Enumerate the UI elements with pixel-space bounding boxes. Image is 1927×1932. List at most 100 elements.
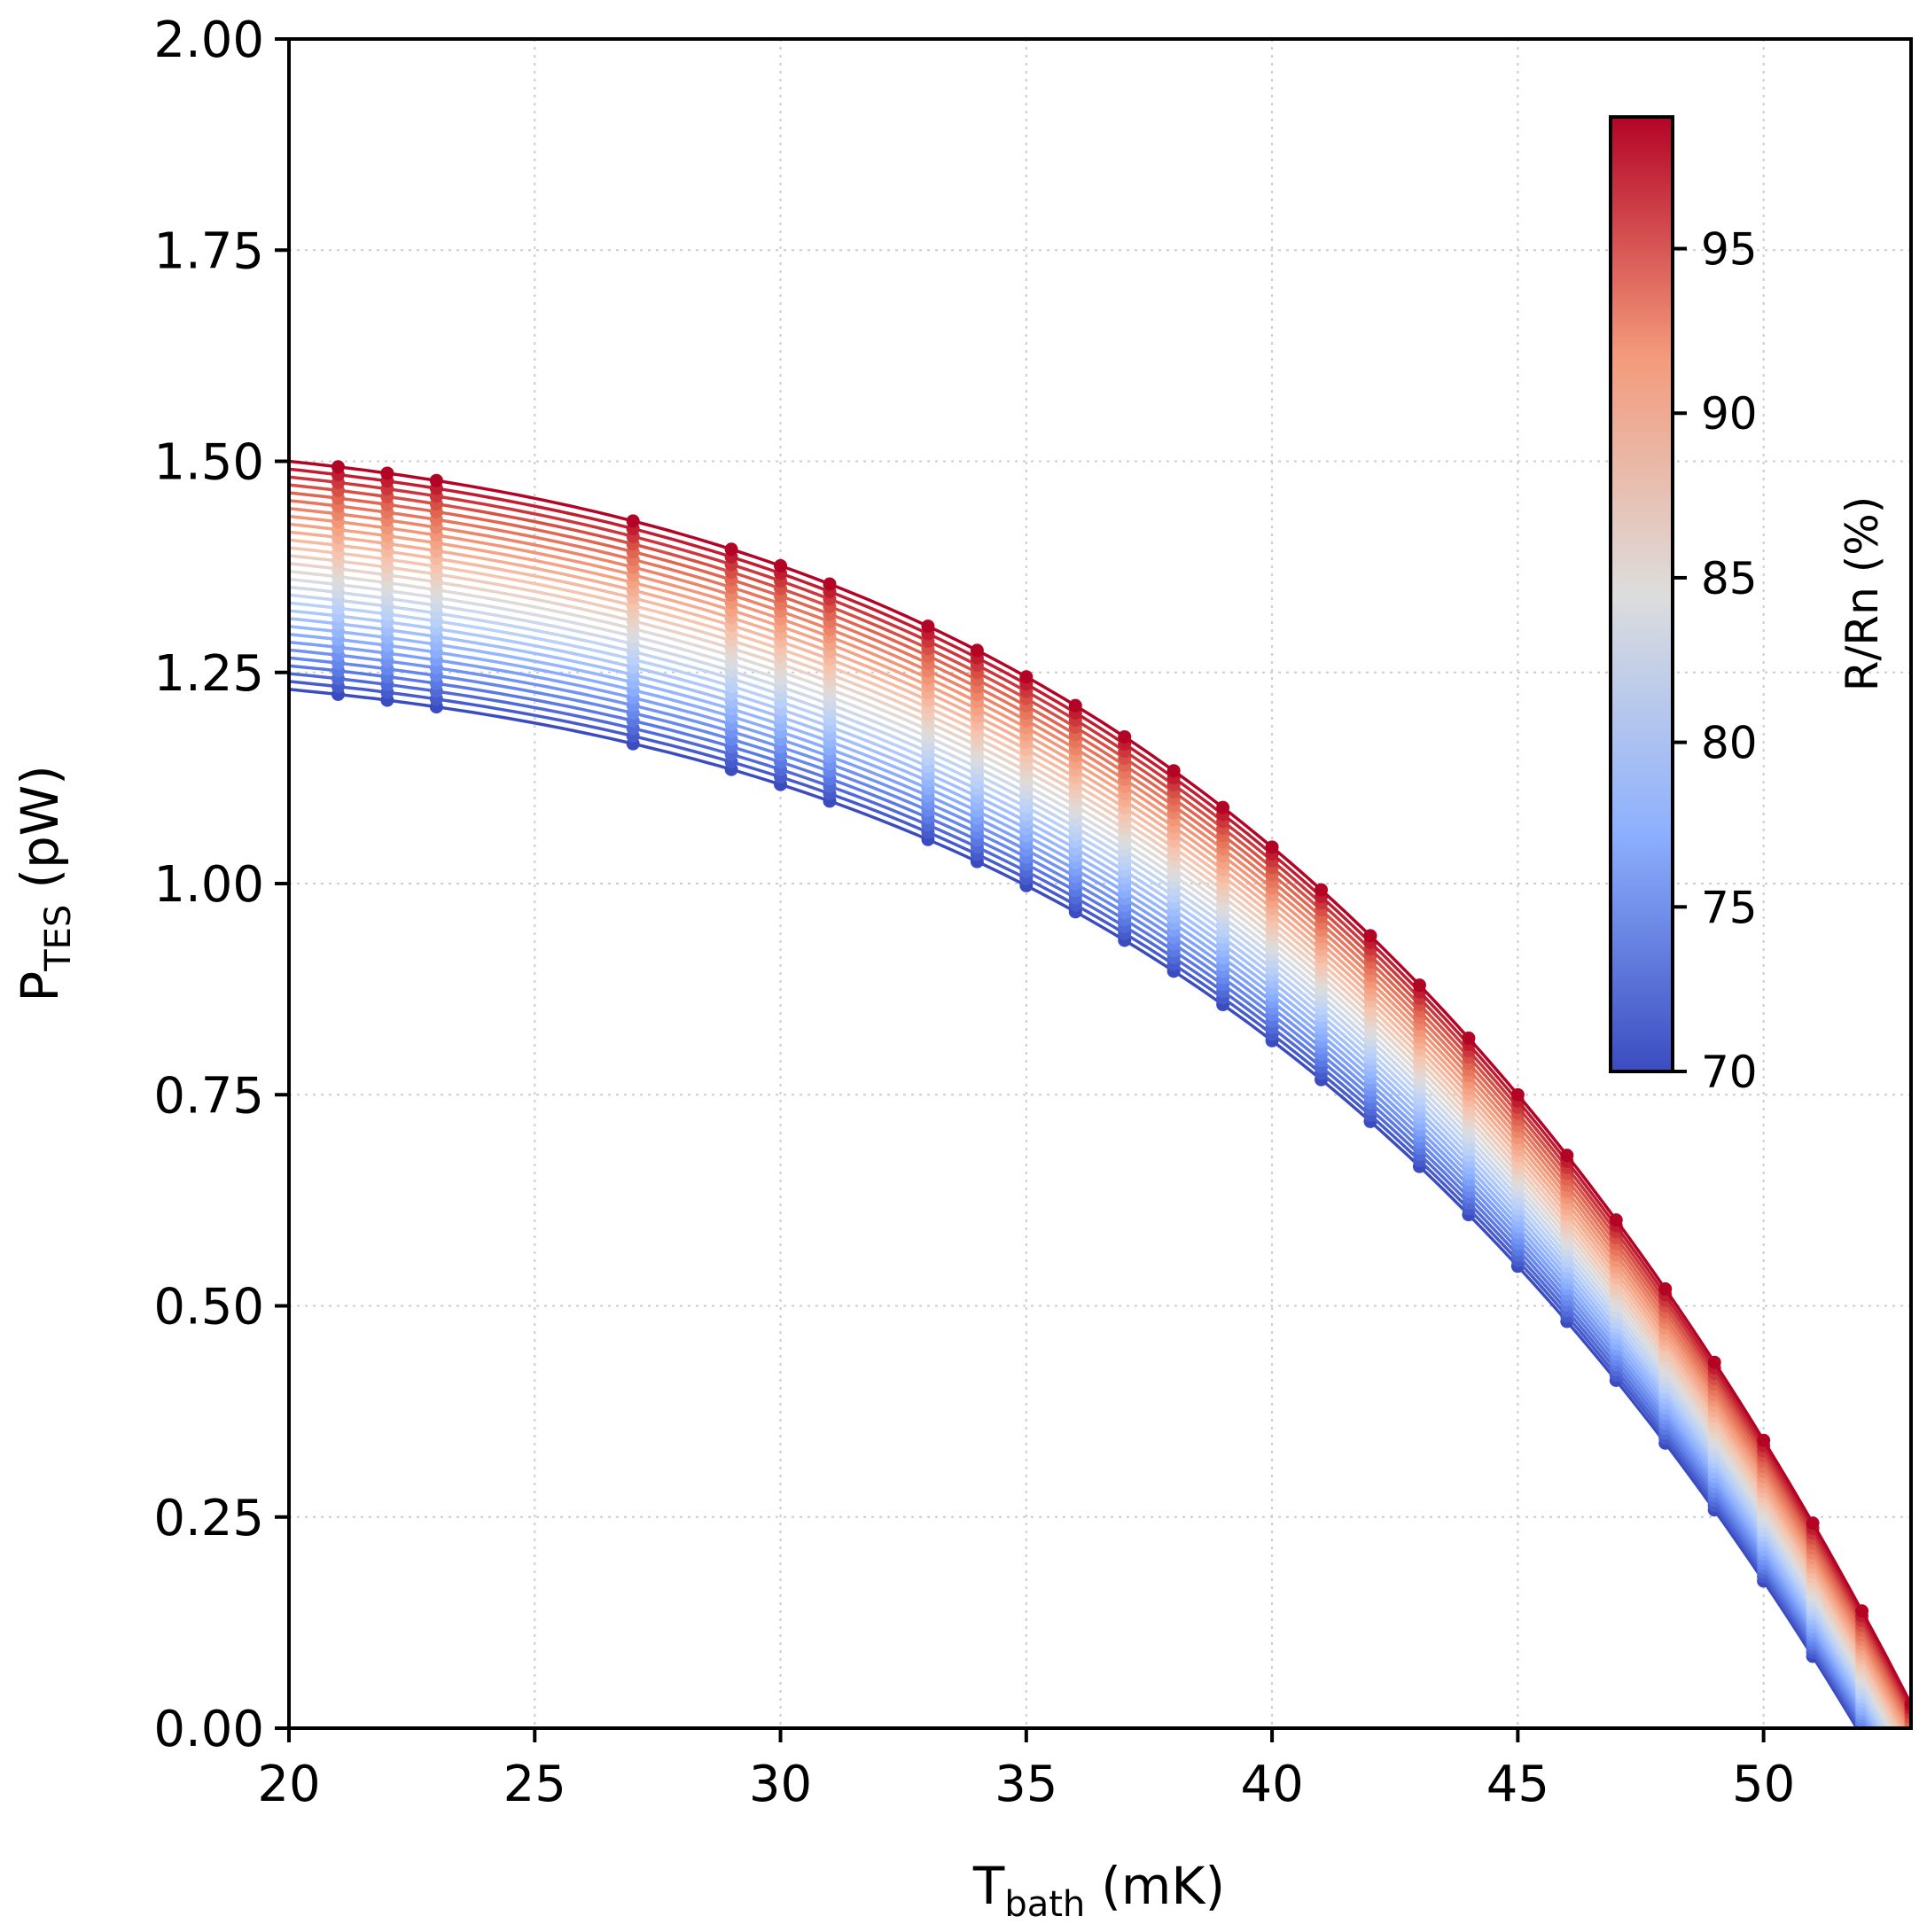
x-axis-label-unit: (mK)	[1101, 1856, 1225, 1916]
series-line	[289, 554, 1898, 1728]
series-line	[289, 467, 1911, 1710]
data-point	[1855, 1730, 1868, 1743]
data-point	[1806, 1516, 1820, 1531]
data-point	[1560, 1149, 1574, 1163]
data-point	[724, 542, 738, 557]
colorbar-ticks: 70 75 80 85 90 95	[1673, 224, 1758, 1098]
series-line	[289, 593, 1887, 1728]
data-point	[1412, 978, 1426, 993]
x-axis-ticks: 20 25 30 35 40 45 50	[257, 1728, 1795, 1813]
y-tick-label: 1.50	[153, 434, 264, 492]
series-line	[289, 601, 1884, 1728]
colorbar-tick-label: 85	[1701, 553, 1758, 604]
data-point	[1707, 1355, 1721, 1369]
grid	[289, 39, 1911, 1728]
data-point	[970, 643, 984, 658]
colorbar-tick-label: 90	[1701, 388, 1758, 440]
series-line	[289, 609, 1882, 1728]
series-line	[289, 648, 1870, 1728]
series-line	[289, 562, 1896, 1728]
series-line	[289, 514, 1909, 1728]
series-line	[289, 577, 1892, 1728]
data-point	[1019, 670, 1034, 684]
data-point	[1757, 1433, 1771, 1447]
series-line	[289, 640, 1873, 1728]
y-tick-label: 1.25	[153, 645, 264, 703]
series-line	[289, 632, 1876, 1728]
y-axis-label-main: P	[10, 971, 70, 1002]
colorbar-tick-label: 80	[1701, 718, 1758, 769]
data-point	[626, 514, 640, 528]
colorbar-tick-label: 95	[1701, 224, 1758, 276]
series-line	[289, 688, 1859, 1728]
colorbar-label: R/Rn (%)	[1837, 496, 1888, 691]
series-line	[289, 499, 1911, 1728]
data-point	[1905, 1737, 1918, 1750]
y-axis-label: PTES (pW)	[10, 765, 79, 1002]
x-axis-label-sub: bath	[1004, 1884, 1085, 1925]
x-tick-label: 25	[503, 1756, 566, 1813]
colorbar-tick-label: 75	[1701, 882, 1758, 933]
data-point	[1658, 1282, 1673, 1296]
data-point	[1905, 1729, 1918, 1742]
series-line	[289, 546, 1900, 1728]
colorbar-tick-label: 70	[1701, 1047, 1758, 1098]
x-tick-label: 30	[749, 1756, 812, 1813]
x-tick-label: 35	[995, 1756, 1057, 1813]
series-line	[289, 617, 1880, 1728]
data-point	[823, 577, 837, 591]
series-line	[289, 625, 1877, 1728]
series-line	[289, 656, 1868, 1728]
y-axis-label-sub: TES	[38, 905, 79, 972]
series-line	[289, 475, 1911, 1714]
series-line	[289, 491, 1911, 1724]
series-rrn-29	[289, 459, 1911, 1711]
data-point	[331, 460, 345, 474]
colorbar-frame	[1609, 115, 1674, 1073]
series-line	[289, 569, 1893, 1728]
y-tick-label: 0.75	[153, 1067, 264, 1125]
data-point	[1216, 800, 1230, 814]
data-point	[1068, 698, 1082, 713]
series-line	[289, 538, 1902, 1728]
series-line	[289, 459, 1911, 1705]
x-tick-label: 20	[257, 1756, 320, 1813]
series-line	[289, 483, 1911, 1718]
data-point	[1265, 840, 1279, 854]
series-line	[289, 530, 1905, 1728]
data-point	[429, 473, 443, 487]
data-point	[1462, 1031, 1476, 1045]
series-line	[289, 522, 1907, 1728]
y-tick-label: 0.00	[153, 1701, 264, 1758]
y-axis-ticks: 0.00 0.25 0.50 0.75 1.00 1.25 1.50 1.75 2.00	[153, 12, 289, 1758]
data-point	[380, 466, 394, 480]
y-tick-label: 0.25	[153, 1490, 264, 1547]
y-tick-label: 2.00	[153, 12, 264, 69]
x-tick-label: 50	[1732, 1756, 1795, 1813]
data-point	[1510, 1087, 1525, 1102]
colorbar: 70 75 80 85 90 95 R/Rn (%)	[1609, 115, 1888, 1098]
y-tick-label: 0.50	[153, 1279, 264, 1336]
x-tick-label: 45	[1486, 1756, 1549, 1813]
series-line	[289, 506, 1911, 1728]
y-axis-label-unit: (pW)	[10, 765, 70, 888]
data-point	[1315, 883, 1329, 897]
data-point	[1609, 1213, 1623, 1227]
series-line	[289, 680, 1861, 1728]
colorbar-gradient	[1611, 117, 1673, 1071]
y-tick-label: 1.00	[153, 856, 264, 914]
data-point	[921, 619, 935, 634]
series-group	[289, 459, 1918, 1750]
x-axis-label-main: T	[972, 1856, 1005, 1916]
y-tick-label: 1.75	[153, 222, 264, 280]
data-point	[1855, 1604, 1869, 1618]
x-axis-label: Tbath (mK)	[972, 1856, 1225, 1925]
series-line	[289, 585, 1889, 1728]
data-point	[1905, 1733, 1918, 1746]
data-point	[1118, 729, 1132, 744]
data-point	[1166, 764, 1181, 778]
x-tick-label: 40	[1240, 1756, 1303, 1813]
series-line	[289, 664, 1866, 1728]
